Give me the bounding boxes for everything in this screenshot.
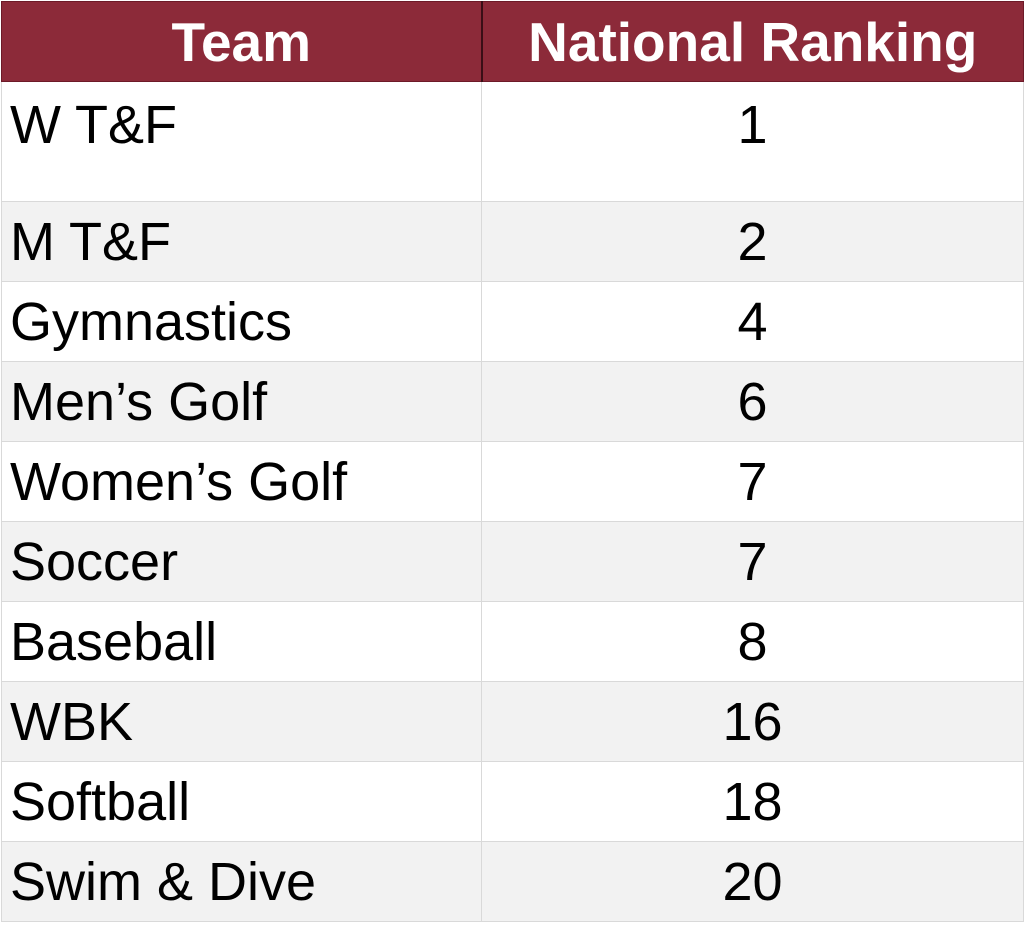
table-row: Women’s Golf 7 [1,441,1024,522]
table-header: Team National Ranking [1,1,1024,82]
rank-cell: 1 [481,81,1024,202]
rank-cell: 18 [481,761,1024,842]
column-header-national-ranking: National Ranking [481,1,1024,82]
rank-cell: 16 [481,681,1024,762]
team-cell: Women’s Golf [1,441,482,522]
table-row: Soccer 7 [1,521,1024,602]
rank-cell: 20 [481,841,1024,922]
team-cell: Swim & Dive [1,841,482,922]
team-cell: Softball [1,761,482,842]
header-row: Team National Ranking [1,1,1024,82]
table-row: Men’s Golf 6 [1,361,1024,442]
table-row: W T&F 1 [1,81,1024,202]
team-cell: M T&F [1,201,482,282]
team-cell: Gymnastics [1,281,482,362]
table-row: Baseball 8 [1,601,1024,682]
rank-cell: 4 [481,281,1024,362]
table-row: Gymnastics 4 [1,281,1024,362]
team-cell: Baseball [1,601,482,682]
table-row: Softball 18 [1,761,1024,842]
team-cell: Men’s Golf [1,361,482,442]
table-row: WBK 16 [1,681,1024,762]
rank-cell: 6 [481,361,1024,442]
rank-cell: 2 [481,201,1024,282]
table-row: M T&F 2 [1,201,1024,282]
column-header-team: Team [1,1,483,82]
rank-cell: 7 [481,521,1024,602]
rank-cell: 7 [481,441,1024,522]
table-body: W T&F 1 M T&F 2 Gymnastics 4 Men’s Golf … [1,81,1024,922]
team-cell: WBK [1,681,482,762]
team-cell: Soccer [1,521,482,602]
table-row: Swim & Dive 20 [1,841,1024,922]
team-cell: W T&F [1,81,482,202]
rank-cell: 8 [481,601,1024,682]
